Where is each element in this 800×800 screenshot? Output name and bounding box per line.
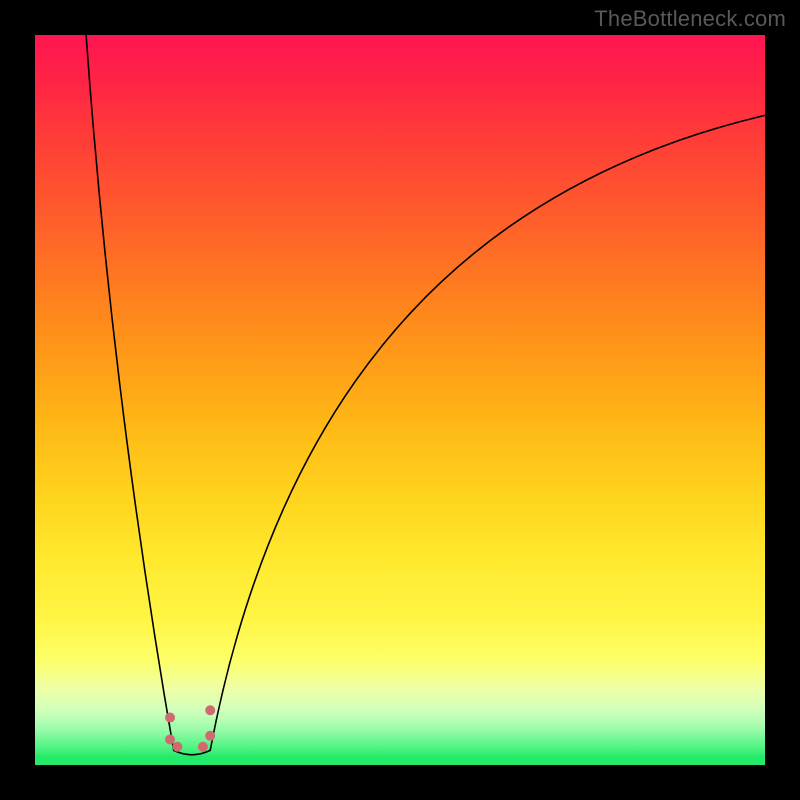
highlight-dot (172, 742, 182, 752)
plot-area (35, 35, 765, 765)
bottom-green-band (35, 756, 765, 765)
highlight-dot (198, 742, 208, 752)
highlight-dot (205, 705, 215, 715)
highlight-dot (165, 713, 175, 723)
watermark-text: TheBottleneck.com (594, 6, 786, 32)
chart-frame: TheBottleneck.com (0, 0, 800, 800)
highlight-dot (165, 734, 175, 744)
gradient-background (35, 35, 765, 765)
plot-svg (35, 35, 765, 765)
highlight-dot (205, 731, 215, 741)
